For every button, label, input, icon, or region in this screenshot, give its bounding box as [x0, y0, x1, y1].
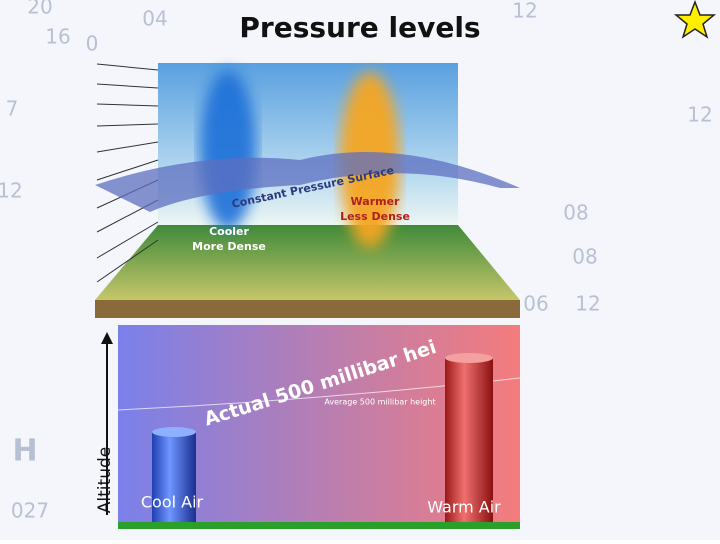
map-label: 16	[45, 25, 70, 49]
map-label: 08	[572, 245, 597, 269]
map-label: 12	[575, 292, 600, 316]
cool-label: More Dense	[192, 240, 266, 253]
star-icon	[673, 0, 717, 39]
average-label: Average 500 millibar height	[324, 398, 435, 407]
map-label: 7	[6, 97, 19, 121]
map-background: 20 04 16 0 12 7 12 H 027 06 12 08 08 12	[0, 0, 713, 523]
map-label: 20	[27, 0, 52, 19]
map-label: 08	[563, 201, 588, 225]
map-label: H	[12, 434, 37, 469]
map-label: 06	[523, 292, 548, 316]
top-figure: Constant Pressure Surface Warmer Less De…	[95, 63, 520, 318]
map-label: 12	[0, 179, 23, 203]
cool-air-label: Cool Air	[141, 493, 204, 512]
map-label: 12	[687, 103, 712, 127]
map-label: 027	[11, 499, 49, 523]
map-label: 12	[512, 0, 537, 23]
slide-title: Pressure levels	[239, 11, 480, 44]
axis-label: Altitude	[95, 447, 115, 513]
warm-label: Less Dense	[340, 210, 410, 223]
cool-label: Cooler	[209, 225, 249, 238]
warm-label: Warmer	[351, 195, 401, 208]
warm-air-label: Warm Air	[427, 498, 501, 517]
map-label: 04	[142, 7, 167, 31]
map-label: 0	[86, 32, 99, 56]
